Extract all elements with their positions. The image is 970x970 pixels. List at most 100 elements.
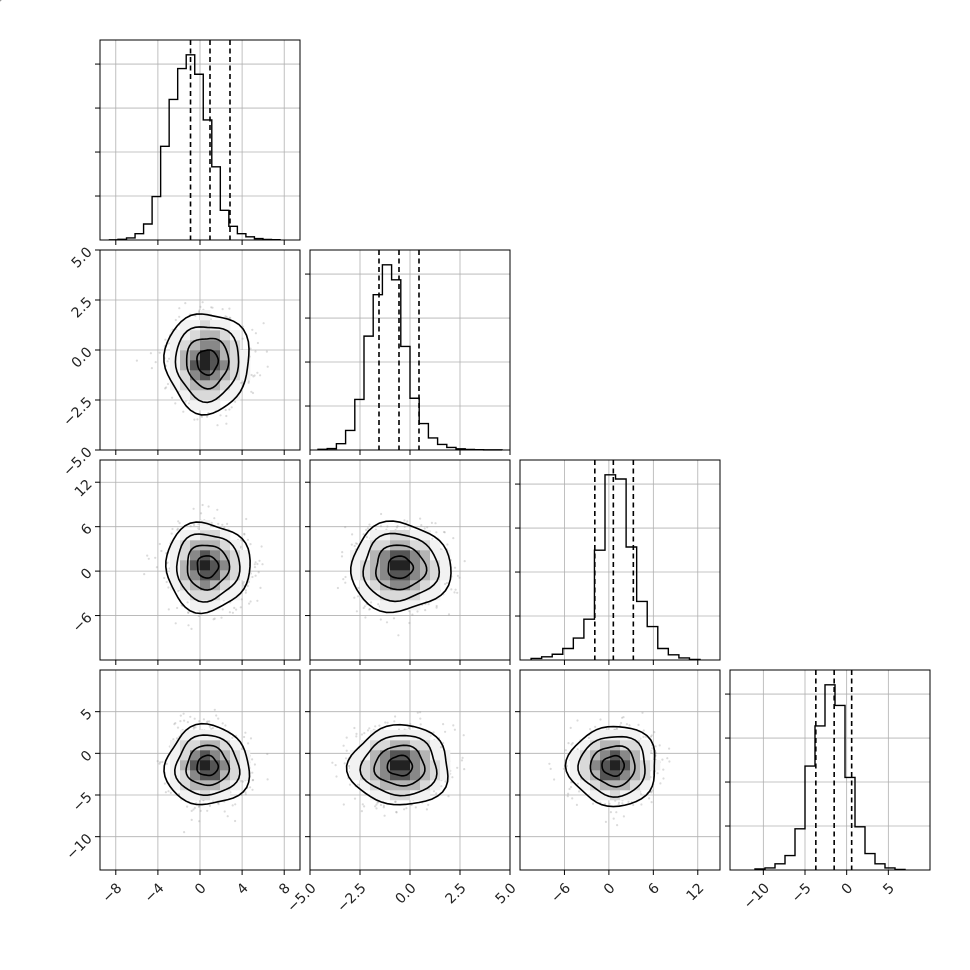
density-cell (230, 590, 241, 601)
density-cell (180, 340, 191, 351)
scatter-point (0, 0, 2, 2)
scatter-point (0, 0, 2, 2)
density-cell (210, 740, 221, 751)
scatter-point (0, 0, 2, 2)
scatter-point (344, 526, 347, 529)
scatter-point (0, 0, 2, 2)
density-cell (200, 580, 211, 591)
scatter-point (0, 0, 2, 2)
scatter-point (435, 604, 438, 608)
scatter-point (0, 0, 2, 2)
hist-frame-4 (729, 669, 931, 871)
scatter-point (0, 0, 2, 2)
scatter-point (0, 0, 2, 2)
density-cell (390, 760, 401, 771)
scatter-point (0, 0, 2, 2)
scatter-point (0, 0, 2, 2)
scatter-point (0, 0, 2, 2)
scatter-point (0, 0, 2, 2)
scatter-point (200, 415, 203, 418)
scatter-point (197, 805, 200, 809)
scatter-point (0, 0, 2, 2)
scatter-point (0, 0, 2, 2)
scatter-point (177, 792, 181, 796)
scatter-point (0, 0, 2, 2)
scatter-point (0, 0, 2, 2)
density-cell (190, 350, 201, 361)
density-cell (180, 320, 191, 331)
scatter-point (0, 0, 2, 2)
density-cell (170, 570, 181, 581)
contour-4-2-4 (345, 723, 449, 806)
scatter-point (0, 0, 2, 2)
scatter-point (0, 0, 2, 2)
scatter-point (377, 603, 380, 606)
scatter-point (0, 0, 2, 2)
scatter-point (356, 542, 359, 545)
scatter-point (0, 0, 2, 2)
scatter-point (444, 730, 447, 733)
scatter-point (0, 0, 2, 2)
scatter-point (0, 0, 2, 2)
density-cell (180, 330, 191, 341)
scatter-point (0, 0, 2, 2)
scatter-point (0, 0, 2, 2)
scatter-point (0, 0, 2, 2)
scatter-point (0, 0, 2, 2)
scatter-point (0, 0, 2, 2)
scatter-point (0, 0, 2, 2)
scatter-point (0, 0, 2, 2)
scatter-point (0, 0, 2, 2)
scatter-point (0, 0, 2, 2)
scatter-point (0, 0, 2, 2)
scatter-point (0, 0, 2, 2)
scatter-point (0, 0, 2, 2)
density-cell (360, 590, 371, 601)
scatter-point (0, 0, 2, 2)
scatter-point (0, 0, 2, 2)
scatter-point (0, 0, 2, 2)
scatter-point (251, 575, 254, 579)
scatter-point (0, 0, 2, 2)
density-cell (350, 750, 361, 761)
scatter-point (0, 0, 2, 2)
scatter-point (425, 808, 428, 811)
scatter-point (344, 757, 348, 760)
scatter-point (0, 0, 2, 2)
scatter-point (254, 574, 257, 577)
scatter-point (0, 0, 2, 2)
scatter-point (0, 0, 2, 2)
scatter-point (166, 360, 169, 363)
scatter-point (0, 0, 2, 2)
density-cell (420, 740, 431, 751)
scatter-point (625, 723, 629, 726)
scatter-point (0, 0, 2, 2)
scatter-point (244, 591, 247, 594)
scatter-point (0, 0, 2, 2)
scatter-point (0, 0, 2, 2)
density-cell (190, 340, 201, 351)
scatter-point (0, 0, 2, 2)
scatter-point (0, 0, 2, 2)
scatter-point (0, 0, 2, 2)
scatter-point (0, 0, 2, 2)
scatter-point (0, 0, 2, 2)
density-cell (200, 760, 211, 771)
scatter-point (0, 0, 2, 2)
scatter-point (0, 0, 2, 2)
scatter-point (0, 0, 2, 2)
scatter-point (0, 0, 2, 2)
density-cell (170, 560, 181, 571)
scatter-point (159, 761, 162, 764)
scatter-point (395, 526, 398, 529)
scatter-point (0, 0, 2, 2)
scatter-point (0, 0, 2, 2)
scatter-point (397, 634, 400, 637)
density-cell (630, 770, 641, 781)
scatter-point (0, 0, 2, 2)
scatter-point (0, 0, 2, 2)
density-cell (190, 730, 201, 741)
density-cell (210, 580, 221, 591)
scatter-point (0, 0, 2, 2)
density-cell (370, 550, 381, 561)
